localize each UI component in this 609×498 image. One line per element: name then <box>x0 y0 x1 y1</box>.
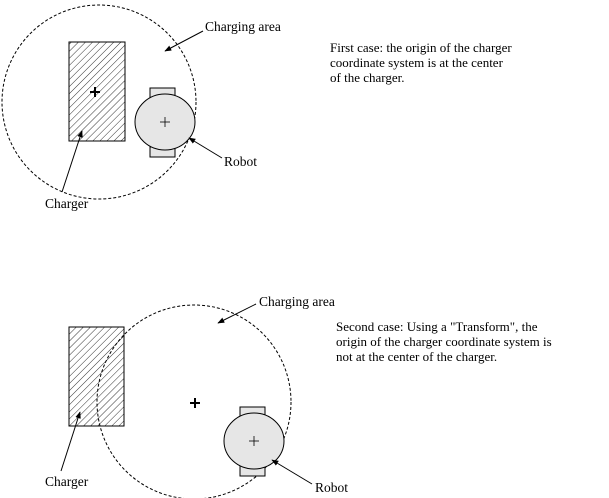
panel-second-case: Charging area Charger Robot Second case:… <box>45 294 552 498</box>
caption-line-3: not at the center of the charger. <box>336 349 497 364</box>
charger-label: Charger <box>45 474 89 489</box>
charger-arrow <box>61 130 83 193</box>
robot-arrow <box>188 137 223 159</box>
charging-area-circle <box>96 304 292 498</box>
charging-area-label: Charging area <box>205 19 281 34</box>
charging-area-arrow <box>164 30 204 52</box>
robot-label: Robot <box>315 480 348 495</box>
charger-rect <box>68 326 125 427</box>
caption-line-1: Second case: Using a "Transform", the <box>336 319 538 334</box>
charger-origin-marker <box>190 398 200 408</box>
robot-label: Robot <box>224 154 257 169</box>
panel-first-case: Charging area Charger Robot First case: … <box>1 4 512 211</box>
robot-arrow <box>271 459 313 485</box>
charger-label: Charger <box>45 196 89 211</box>
charging-area-circle <box>1 4 197 200</box>
robot-shape <box>223 406 285 477</box>
caption-line-1: First case: the origin of the charger <box>330 40 512 55</box>
charger-origin-marker <box>90 87 100 97</box>
caption-line-2: coordinate system is at the center <box>330 55 504 70</box>
robot-shape <box>134 87 196 158</box>
caption-line-3: of the charger. <box>330 70 404 85</box>
charger-arrow <box>60 411 81 472</box>
charging-area-arrow <box>217 303 257 324</box>
caption-line-2: origin of the charger coordinate system … <box>336 334 552 349</box>
charging-area-label: Charging area <box>259 294 335 309</box>
